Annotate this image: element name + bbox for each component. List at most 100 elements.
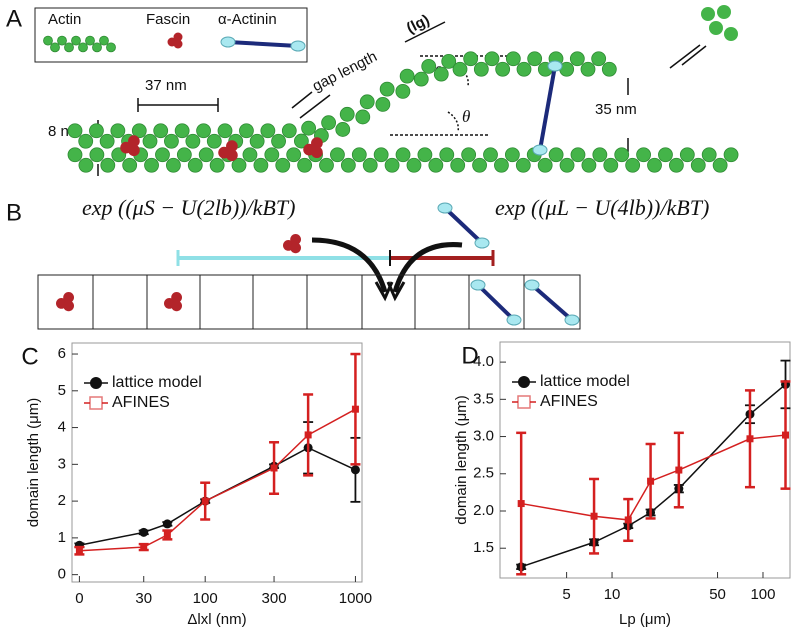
actin-monomer: [516, 61, 532, 77]
actin-monomer: [395, 84, 411, 99]
actin-monomer: [515, 157, 531, 173]
actin-monomer: [78, 133, 94, 149]
y-tick-label: 0: [58, 566, 66, 583]
point: [163, 531, 171, 539]
x-tick-label: 100: [750, 586, 775, 603]
actin-monomer: [67, 147, 83, 163]
fascin: [128, 135, 140, 147]
actin-monomer: [297, 157, 313, 173]
actin-monomer: [724, 27, 738, 41]
actin-monomer: [647, 157, 662, 173]
actin-monomer: [495, 61, 511, 77]
panel-label: A: [6, 5, 22, 32]
actin-monomer: [701, 7, 715, 21]
actin-monomer: [603, 157, 619, 173]
actin-monomer: [625, 157, 641, 173]
actin-monomer: [399, 68, 415, 84]
x-axis-label: Δlxl (nm): [187, 611, 246, 628]
actin-monomer: [89, 123, 104, 139]
actin-monomer: [379, 81, 395, 97]
actin-monomer: [196, 123, 211, 139]
x-tick-label: 300: [262, 590, 287, 607]
y-tick-label: 6: [58, 345, 66, 362]
actin-monomer: [580, 61, 596, 77]
fascin: [63, 300, 74, 312]
panel-label: C: [21, 343, 38, 370]
fascin: [173, 39, 183, 49]
point: [647, 477, 655, 485]
actin-monomer: [701, 147, 717, 163]
actin-monomer: [450, 157, 466, 173]
point: [201, 497, 209, 505]
actin-monomer: [406, 157, 422, 173]
actin-monomer: [50, 42, 60, 53]
legend-label: lattice model: [112, 374, 202, 391]
dimension: 35 nm: [595, 101, 637, 118]
actin-monomer: [249, 133, 265, 149]
point: [675, 466, 683, 474]
y-tick-label: 2.5: [473, 465, 494, 482]
panel-a: A Actin Fascin α-Actinin gap length (lg)…: [6, 5, 739, 176]
actin-monomer: [441, 54, 457, 69]
actinin-rod: [538, 65, 557, 151]
legend-marker: [90, 377, 102, 389]
actin-monomer: [591, 51, 607, 67]
y-axis-label: domain length (μm): [453, 395, 470, 525]
y-tick-label: 1: [58, 529, 66, 546]
gap-symbol: (lg): [404, 11, 433, 37]
point: [140, 543, 148, 551]
dimension: 37 nm: [145, 77, 187, 94]
actinin-head: [470, 279, 486, 291]
actin-monomer: [548, 147, 564, 163]
actin-monomer: [428, 157, 444, 173]
x-tick-label: 0: [75, 590, 83, 607]
fascin: [128, 144, 140, 157]
actin-monomer: [473, 61, 489, 77]
actin-monomer: [164, 133, 179, 149]
actin-monomer: [155, 147, 170, 163]
actin-monomer: [253, 157, 269, 173]
actinin-rod: [227, 40, 299, 48]
arrow-head: [386, 281, 406, 302]
y-tick-label: 4: [58, 419, 66, 436]
actin-monomer: [375, 97, 391, 112]
panel-label: D: [461, 342, 478, 369]
x-tick-label: 100: [193, 590, 218, 607]
actin-monomer: [174, 123, 190, 139]
actin-monomer: [217, 123, 233, 139]
angle: θ: [462, 107, 470, 126]
actin-monomer: [527, 51, 543, 67]
actin-monomer: [712, 157, 728, 173]
fascin: [290, 234, 301, 245]
actin-monomer: [658, 147, 673, 163]
actin-monomer: [78, 157, 94, 173]
y-axis-label: domain length (μm): [25, 398, 42, 528]
point: [350, 465, 360, 475]
fascin: [226, 149, 238, 162]
actin-monomer: [668, 157, 684, 173]
actin-monomer: [275, 157, 291, 173]
legend-fascin: Fascin: [146, 11, 190, 28]
fascin: [171, 300, 183, 312]
actin-monomer: [413, 71, 429, 87]
x-tick-label: 50: [709, 586, 726, 603]
y-tick-label: 2.0: [473, 502, 494, 519]
actinin-head: [437, 202, 453, 214]
legend-label: AFINES: [540, 393, 598, 410]
actin-monomer: [281, 123, 297, 139]
actin-monomer: [209, 157, 225, 173]
actin-monomer: [78, 42, 88, 53]
actin-monomer: [319, 157, 334, 173]
plot-frame: [71, 342, 363, 583]
x-tick-label: 5: [562, 586, 570, 603]
formula: exp ((μL − U(4lb))/kBT): [495, 195, 709, 220]
legend-actinin: α-Actinin: [218, 11, 277, 28]
actin-monomer: [636, 147, 651, 163]
plot-frame: [499, 341, 791, 579]
y-tick-label: 1.5: [473, 539, 494, 556]
actin-monomer: [690, 157, 706, 173]
actin-monomer: [64, 42, 74, 53]
point: [139, 527, 149, 537]
fascin: [173, 32, 183, 42]
